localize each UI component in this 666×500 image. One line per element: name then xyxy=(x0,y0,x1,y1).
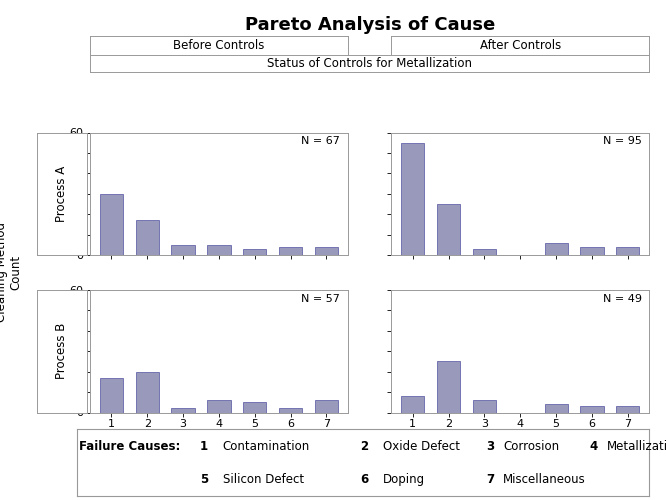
Text: 4: 4 xyxy=(589,440,597,453)
Text: 5: 5 xyxy=(200,472,208,486)
Bar xyxy=(243,402,266,412)
Text: 2: 2 xyxy=(360,440,368,453)
Bar xyxy=(207,245,230,255)
Text: Failure Causes:: Failure Causes: xyxy=(79,440,181,453)
Text: Status of Controls for Metallization: Status of Controls for Metallization xyxy=(267,56,472,70)
Text: After Controls: After Controls xyxy=(480,39,561,52)
Text: Process A: Process A xyxy=(55,166,68,222)
Text: Cleaning Method
Count: Cleaning Method Count xyxy=(0,222,23,322)
Bar xyxy=(545,243,568,255)
Bar xyxy=(401,142,424,255)
Bar xyxy=(401,396,424,412)
Bar xyxy=(616,406,639,412)
Text: Pareto Analysis of Cause: Pareto Analysis of Cause xyxy=(244,16,495,34)
Bar xyxy=(171,408,194,412)
Bar xyxy=(279,408,302,412)
Bar xyxy=(545,404,568,412)
Text: Doping: Doping xyxy=(383,472,425,486)
Bar xyxy=(473,400,496,412)
Text: N = 49: N = 49 xyxy=(603,294,641,304)
Bar xyxy=(136,372,159,412)
Text: Oxide Defect: Oxide Defect xyxy=(383,440,460,453)
Text: N = 57: N = 57 xyxy=(302,294,340,304)
Text: Miscellaneous: Miscellaneous xyxy=(503,472,586,486)
Bar xyxy=(243,249,266,255)
Text: Before Controls: Before Controls xyxy=(173,39,264,52)
Bar xyxy=(437,362,460,412)
Bar xyxy=(100,378,123,412)
Text: 6: 6 xyxy=(360,472,368,486)
Text: 3: 3 xyxy=(486,440,494,453)
Text: 7: 7 xyxy=(486,472,494,486)
Text: Silicon Defect: Silicon Defect xyxy=(222,472,304,486)
Text: Contamination: Contamination xyxy=(222,440,310,453)
Bar xyxy=(315,247,338,255)
Bar xyxy=(279,247,302,255)
Bar xyxy=(207,400,230,412)
Text: N = 95: N = 95 xyxy=(603,136,641,146)
Bar xyxy=(437,204,460,255)
Bar xyxy=(315,400,338,412)
Bar xyxy=(171,245,194,255)
Bar xyxy=(616,247,639,255)
Text: Corrosion: Corrosion xyxy=(503,440,559,453)
Text: 1: 1 xyxy=(200,440,208,453)
Bar xyxy=(100,194,123,255)
Bar xyxy=(580,406,603,412)
Text: Process B: Process B xyxy=(55,323,68,380)
Bar xyxy=(136,220,159,255)
Text: N = 67: N = 67 xyxy=(302,136,340,146)
Text: Metallization: Metallization xyxy=(607,440,666,453)
Bar xyxy=(473,249,496,255)
Bar xyxy=(580,247,603,255)
